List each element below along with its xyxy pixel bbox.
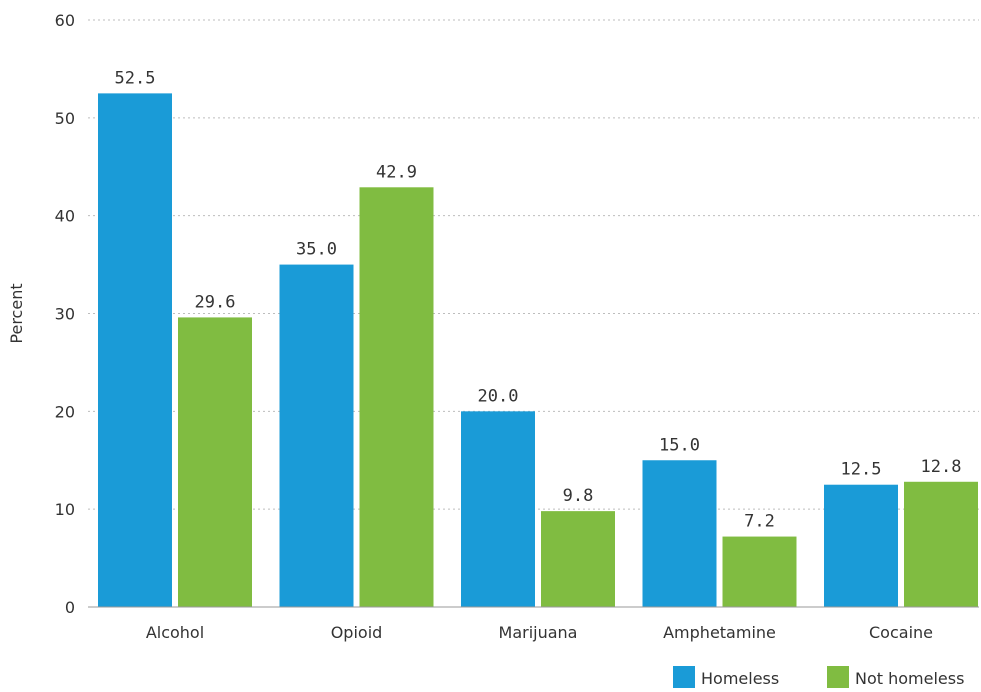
legend-label: Not homeless (855, 669, 964, 688)
y-tick-label: 40 (55, 207, 75, 226)
y-tick-label: 0 (65, 598, 75, 617)
bars (98, 93, 978, 608)
y-tick-label: 60 (55, 11, 75, 30)
bar-homeless-amphetamine (642, 460, 717, 607)
y-tick-label: 10 (55, 500, 75, 519)
bar-not-homeless-amphetamine (722, 536, 797, 607)
y-tick-label: 20 (55, 402, 75, 421)
data-label: 7.2 (744, 512, 775, 532)
x-category-label: Marijuana (499, 623, 578, 642)
legend-swatch (673, 666, 695, 688)
y-tick-label: 30 (55, 305, 75, 324)
bar-homeless-cocaine (824, 484, 898, 607)
x-category-label: Alcohol (146, 623, 204, 642)
x-category-label: Cocaine (869, 623, 933, 642)
data-labels: 52.5 29.6 35.0 42.9 20.0 9.8 15.0 7.2 12.5 12.8 (115, 68, 962, 531)
bar-homeless-alcohol (98, 93, 172, 607)
legend: Homeless Not homeless (673, 666, 964, 688)
bar-not-homeless-opioid (359, 187, 434, 608)
y-axis-ticks: 0 10 20 30 40 50 60 (55, 11, 75, 617)
bar-not-homeless-marijuana (541, 511, 615, 607)
data-label: 15.0 (659, 435, 700, 455)
x-axis-categories: Alcohol Opioid Marijuana Amphetamine Cocaine (146, 623, 933, 642)
legend-label: Homeless (701, 669, 779, 688)
data-label: 35.0 (296, 240, 337, 260)
data-label: 20.0 (478, 386, 519, 406)
y-tick-label: 50 (55, 109, 75, 128)
legend-swatch (827, 666, 849, 688)
bar-not-homeless-cocaine (904, 481, 978, 607)
bar-homeless-marijuana (461, 411, 535, 607)
data-label: 9.8 (563, 486, 594, 506)
bar-not-homeless-alcohol (178, 317, 252, 607)
bar-homeless-opioid (279, 264, 354, 607)
x-category-label: Amphetamine (663, 623, 776, 642)
data-label: 12.8 (921, 457, 962, 477)
y-axis-title: Percent (7, 283, 26, 343)
data-label: 12.5 (841, 460, 882, 480)
data-label: 42.9 (376, 162, 417, 182)
x-category-label: Opioid (331, 623, 383, 642)
data-label: 29.6 (195, 292, 236, 312)
data-label: 52.5 (115, 68, 156, 88)
